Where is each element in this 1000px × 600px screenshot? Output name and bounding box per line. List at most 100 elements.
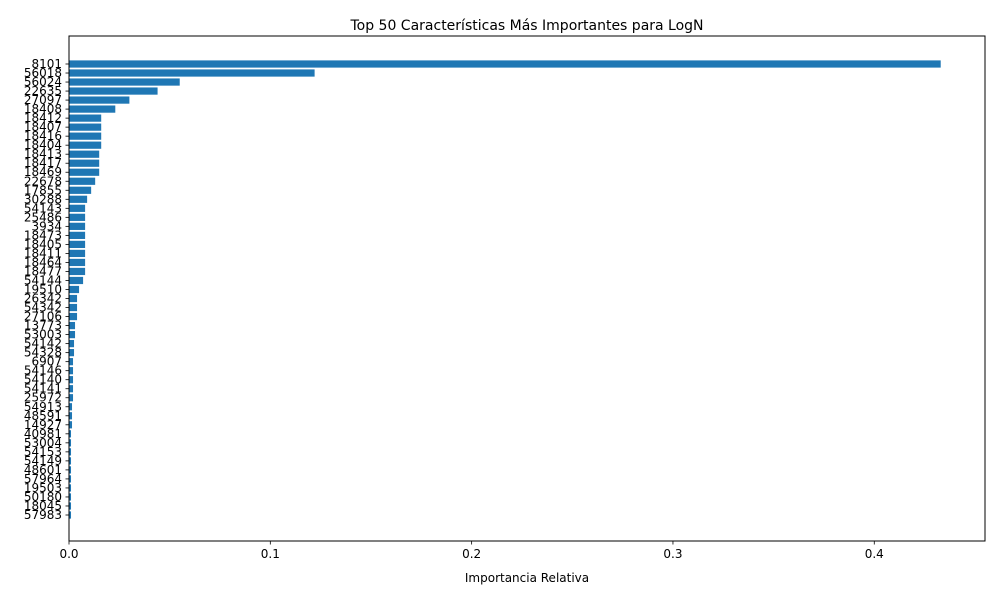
bar-56018 [69,69,315,77]
y-tick-label: 54342 [24,301,62,315]
bar-18404 [69,141,102,149]
bar-18413 [69,150,100,158]
y-tick-label: 57983 [24,508,62,522]
y-tick-label: 14927 [24,418,62,432]
y-tick-label: 48591 [24,409,62,423]
y-tick-label: 18404 [24,138,62,152]
bar-18407 [69,123,102,131]
bar-57983 [69,511,72,519]
y-tick-label: 18469 [24,165,62,179]
bar-40981 [69,430,72,438]
y-tick-label: 54328 [24,346,62,360]
bar-27106 [69,312,78,321]
bar-56024 [69,78,180,86]
bar-26342 [69,294,78,303]
y-tick-label: 19510 [24,283,62,297]
y-tick-label: 18417 [24,156,62,170]
chart-title: Top 50 Características Más Importantes p… [349,18,703,34]
y-tick-label: 30288 [24,192,62,206]
axes-frame [68,35,986,542]
bar-53003 [69,330,76,339]
y-tick-label: 22635 [24,84,62,98]
y-tick-label: 54141 [24,382,62,396]
bar-53004 [69,439,72,447]
bar-54141 [69,385,74,393]
bar-54328 [69,349,75,357]
y-tick-label: 19503 [24,481,62,495]
y-tick-label: 48601 [24,463,62,477]
y-tick-label: 54913 [24,400,62,414]
bar-18412 [69,114,102,122]
y-tick-label: 54144 [24,273,62,287]
x-tick-label: 0.2 [462,547,481,561]
bar-54142 [69,340,75,348]
bar-18045 [69,502,72,510]
bar-13773 [69,321,76,330]
bar-8101 [69,60,941,68]
bar-48591 [69,412,73,420]
y-tick-label: 6907 [31,355,62,369]
y-tick-label: 18407 [24,120,62,134]
y-tick-label: 27106 [24,310,62,324]
x-axis-title: Importancia Relativa [465,571,589,585]
bar-18417 [69,159,100,167]
y-tick-label: 18416 [24,129,62,143]
y-tick-label: 56018 [24,66,62,80]
bar-22678 [69,177,96,185]
y-tick-label: 54142 [24,337,62,351]
bar-57964 [69,475,72,483]
y-tick-label: 54149 [24,454,62,468]
y-tick-label: 18045 [24,499,62,513]
y-tick-label: 27097 [24,93,62,107]
bar-18477 [69,267,86,276]
bar-22635 [69,87,158,95]
bar-19503 [69,484,72,492]
bar-54144 [69,276,84,285]
bar-18464 [69,258,86,267]
y-tick-label: 54140 [24,373,62,387]
bar-14927 [69,421,73,429]
y-tick-label: 54153 [24,445,62,459]
x-tick-label: 0.0 [59,547,78,561]
y-tick-label: 53004 [24,436,62,450]
y-tick-label: 8101 [31,57,62,71]
y-tick-label: 54146 [24,364,62,378]
y-tick-label: 18464 [24,255,62,269]
bar-18469 [69,168,100,176]
x-tick-label: 0.3 [663,547,682,561]
y-tick-label: 18408 [24,102,62,116]
bar-18473 [69,231,86,239]
y-tick-label: 25972 [24,391,62,405]
bar-54146 [69,367,74,375]
bar-54342 [69,303,78,312]
y-tick-label: 13773 [24,319,62,333]
y-tick-label: 18473 [24,228,62,242]
bar-54143 [69,204,86,212]
bar-18416 [69,132,102,140]
bar-48601 [69,466,72,474]
bar-54913 [69,403,73,411]
bar-18408 [69,105,116,113]
y-tick-label: 57964 [24,472,62,486]
y-tick-label: 18412 [24,111,62,125]
y-tick-label: 18411 [24,246,62,260]
y-tick-label: 53003 [24,328,62,342]
y-tick-label: 25486 [24,210,62,224]
y-tick-label: 22678 [24,174,62,188]
bar-17855 [69,186,92,194]
bar-54140 [69,376,74,384]
bar-27097 [69,96,130,104]
bar-25486 [69,213,86,221]
y-tick-label: 18477 [24,264,62,278]
y-tick-label: 54143 [24,201,62,215]
y-tick-label: 50180 [24,490,62,504]
bar-19510 [69,285,80,294]
bar-54149 [69,457,72,465]
y-tick-label: 3934 [31,219,62,233]
bar-18411 [69,249,86,258]
y-tick-label: 17855 [24,183,62,197]
y-tick-label: 18405 [24,237,62,251]
bar-50180 [69,493,72,501]
bar-3934 [69,222,86,230]
